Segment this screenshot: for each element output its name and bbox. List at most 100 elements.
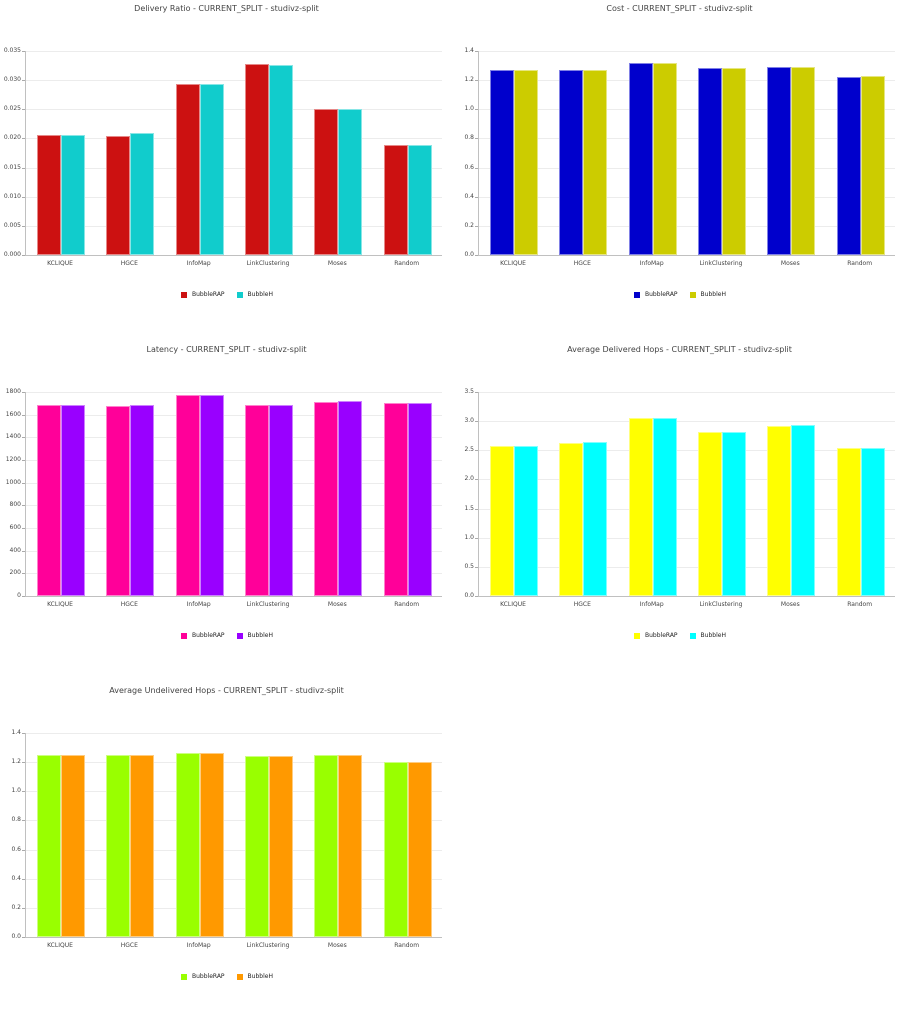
y-tick-mark: [475, 109, 478, 111]
gridline: [479, 109, 895, 111]
legend-label: BubbleRAP: [192, 973, 225, 980]
y-tick-mark: [22, 907, 25, 909]
x-tick-label: Moses: [327, 942, 347, 949]
y-tick-label: 2.5: [464, 446, 474, 454]
legend-item: BubbleH: [236, 632, 273, 639]
bar-bubbleh-random: [407, 761, 432, 937]
bar-bubbleh-moses: [791, 425, 816, 596]
bar-bubblerap-infomap: [175, 394, 200, 596]
gridline: [479, 450, 895, 452]
x-tick-label: LinkClustering: [699, 601, 743, 608]
x-tick-label: Moses: [327, 601, 347, 608]
y-tick-label: 1.4: [11, 729, 21, 736]
y-tick-mark: [475, 596, 478, 597]
x-tick-label: Random: [847, 260, 873, 267]
y-tick-mark: [22, 255, 25, 256]
bar-bubbleh-infomap: [199, 752, 224, 937]
bar-bubblerap-random: [383, 403, 408, 596]
x-tick-label: InfoMap: [639, 260, 664, 267]
gridline: [479, 479, 895, 481]
legend-label: BubbleH: [700, 632, 726, 639]
bar-bubblerap-linkclustering: [698, 68, 722, 255]
x-tick-label: Random: [847, 601, 873, 608]
y-tick-mark: [475, 537, 478, 539]
legend-swatch-icon: [689, 632, 696, 639]
gridline: [26, 437, 442, 439]
chart-title: Cost - CURRENT_SPLIT - studivz-split: [606, 4, 753, 13]
bar-bubbleh-random: [860, 447, 885, 596]
y-tick-label: 2.0: [464, 475, 474, 483]
legend-label: BubbleRAP: [645, 632, 678, 639]
y-tick-mark: [22, 849, 25, 851]
y-tick-mark: [22, 167, 25, 169]
legend-item: BubbleRAP: [181, 291, 225, 298]
bar-bubblerap-random: [383, 762, 408, 937]
legend-swatch-icon: [236, 291, 243, 298]
y-tick-label: 1.0: [464, 533, 474, 541]
y-tick-label: 0.030: [3, 76, 21, 84]
y-tick-mark: [22, 937, 25, 938]
y-tick-mark: [475, 167, 478, 169]
y-tick-label: 1200: [5, 456, 21, 463]
legend-label: BubbleRAP: [192, 632, 225, 639]
gridline: [479, 392, 895, 393]
legend-item: BubbleH: [236, 973, 273, 980]
y-tick-label: 0.8: [11, 816, 21, 824]
gridline: [26, 849, 442, 851]
bar-bubbleh-hgce: [583, 442, 608, 596]
x-tick-label: Random: [394, 260, 420, 267]
bar-bubbleh-linkclustering: [722, 431, 746, 596]
y-tick-label: 0: [17, 592, 21, 599]
x-tick-label: KCLIQUE: [47, 942, 73, 949]
plot-area: [25, 51, 442, 256]
y-tick-label: 1800: [5, 388, 21, 395]
y-tick-label: 0.0: [464, 592, 474, 599]
y-tick-label: 0.000: [3, 251, 21, 258]
bar-bubblerap-infomap: [628, 62, 653, 255]
y-tick-label: 1400: [5, 433, 21, 441]
y-tick-mark: [475, 566, 478, 568]
y-tick-label: 0.2: [464, 221, 474, 229]
gridline: [26, 482, 442, 484]
gridline: [26, 878, 442, 880]
y-tick-mark: [22, 437, 25, 439]
y-tick-label: 1.0: [11, 787, 21, 795]
legend-swatch-icon: [634, 632, 640, 639]
y-tick-label: 0.0: [11, 933, 21, 940]
y-tick-label: 0.020: [3, 134, 21, 142]
x-tick-label: Random: [394, 601, 420, 608]
gridline: [26, 762, 442, 764]
y-tick-mark: [22, 196, 25, 198]
gridline: [26, 791, 442, 793]
gridline: [26, 550, 442, 552]
legend-item: BubbleH: [689, 632, 726, 639]
legend: BubbleRAP BubbleH: [634, 632, 734, 639]
bar-bubbleh-hgce: [130, 405, 155, 596]
y-tick-label: 800: [9, 501, 21, 509]
x-tick-label: HGCE: [120, 942, 138, 949]
chart-title: Latency - CURRENT_SPLIT - studivz-split: [146, 345, 307, 354]
gridline: [26, 196, 442, 198]
y-tick-mark: [475, 392, 478, 393]
bar-bubblerap-kclique: [490, 445, 514, 596]
y-tick-mark: [22, 820, 25, 822]
y-tick-label: 1.5: [464, 504, 474, 512]
y-tick-mark: [22, 414, 25, 416]
legend-swatch-icon: [181, 632, 187, 639]
legend-label: BubbleRAP: [645, 291, 678, 298]
y-tick-label: 1000: [5, 478, 21, 486]
bar-bubbleh-moses: [338, 400, 363, 596]
y-tick-label: 0.6: [11, 845, 21, 853]
bar-bubblerap-kclique: [490, 69, 514, 255]
y-tick-mark: [475, 80, 478, 82]
y-tick-label: 1.0: [464, 105, 474, 113]
bar-bubbleh-infomap: [199, 394, 224, 596]
y-tick-label: 0.0: [464, 251, 474, 258]
y-tick-mark: [475, 196, 478, 198]
bar-bubbleh-moses: [338, 755, 363, 937]
gridline: [26, 907, 442, 909]
y-tick-mark: [22, 878, 25, 880]
gridline: [479, 225, 895, 227]
gridline: [479, 508, 895, 510]
x-tick-label: LinkClustering: [699, 260, 743, 267]
